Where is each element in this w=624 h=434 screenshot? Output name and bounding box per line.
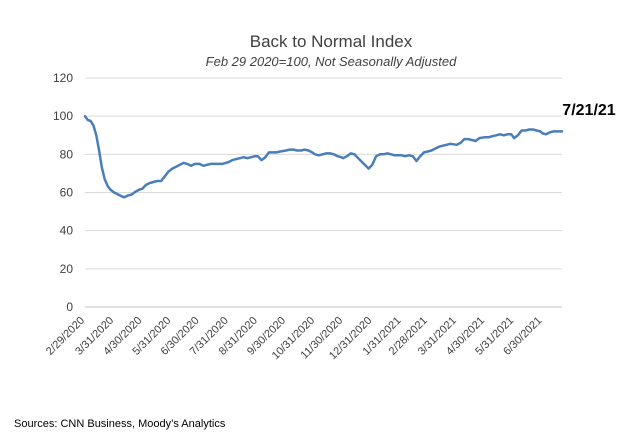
- grid-layer: [85, 77, 562, 308]
- chart-subtitle: Feb 29 2020=100, Not Seasonally Adjusted: [206, 54, 457, 69]
- y-tick-label: 120: [53, 71, 73, 85]
- y-tick-label: 40: [60, 224, 74, 238]
- chart-title: Back to Normal Index: [250, 32, 413, 51]
- source-note: Sources: CNN Business, Moody’s Analytics: [14, 418, 226, 430]
- x-axis: 2/29/20203/31/20204/30/20205/31/20206/30…: [44, 315, 544, 362]
- end-date-annotation: 7/21/21: [562, 102, 615, 119]
- y-tick-label: 100: [53, 109, 73, 123]
- y-tick-label: 20: [60, 262, 74, 276]
- y-tick-label: 80: [60, 147, 74, 161]
- y-axis: 0 20 40 60 80 100 120: [53, 71, 73, 314]
- y-tick-label: 0: [66, 300, 73, 314]
- series-line: [83, 114, 564, 199]
- y-tick-label: 60: [60, 186, 74, 200]
- series-layer: [83, 114, 564, 199]
